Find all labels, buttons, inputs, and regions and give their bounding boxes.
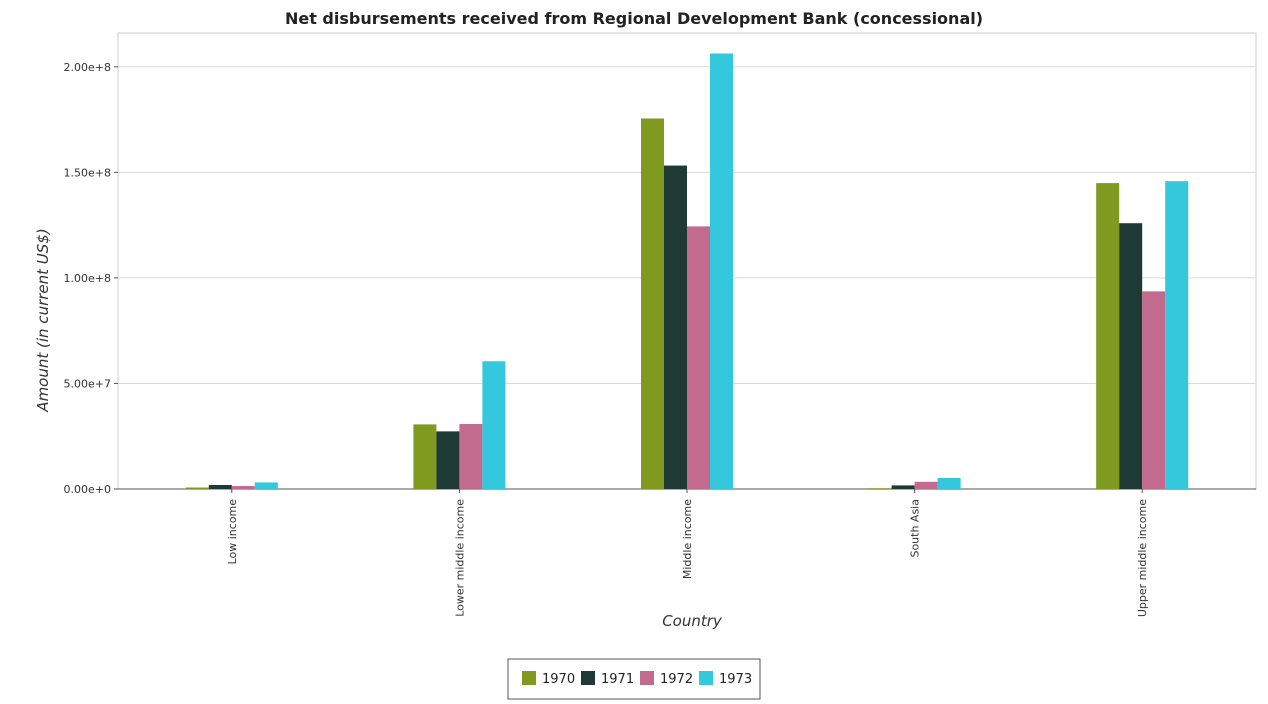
x-tick-label: Low income xyxy=(226,499,239,565)
bar-1973-3 xyxy=(938,478,961,489)
y-tick-label: 1.00e+8 xyxy=(64,272,111,285)
x-tick-label: Middle income xyxy=(681,499,694,579)
bar-1972-3 xyxy=(915,482,938,489)
bar-1972-1 xyxy=(459,424,482,489)
x-tick-label: South Asia xyxy=(909,499,922,558)
bar-1971-2 xyxy=(664,166,687,489)
legend-label-1972: 1972 xyxy=(660,672,693,687)
bar-1971-1 xyxy=(436,431,459,489)
bar-1973-1 xyxy=(482,361,505,489)
chart-title: Net disbursements received from Regional… xyxy=(285,9,983,28)
y-tick-label: 0.00e+0 xyxy=(64,483,111,496)
legend-swatch-1972 xyxy=(640,671,654,685)
legend-swatch-1970 xyxy=(522,671,536,685)
bar-1971-4 xyxy=(1119,223,1142,489)
bar-1971-3 xyxy=(892,485,915,489)
legend-swatch-1971 xyxy=(581,671,595,685)
legend: 1970 1971 1972 1973 xyxy=(508,659,760,699)
legend-swatch-1973 xyxy=(699,671,713,685)
bar-1970-0 xyxy=(186,488,209,489)
y-tick-label: 1.50e+8 xyxy=(64,166,111,179)
bar-1973-2 xyxy=(710,53,733,489)
bar-1972-2 xyxy=(687,226,710,489)
bar-1970-1 xyxy=(413,424,436,489)
bar-1971-0 xyxy=(209,485,232,489)
bar-1970-4 xyxy=(1096,183,1119,489)
y-tick-label: 5.00e+7 xyxy=(64,377,111,390)
bar-1973-0 xyxy=(255,482,278,489)
legend-label-1970: 1970 xyxy=(542,672,575,687)
bar-1973-4 xyxy=(1165,181,1188,489)
bar-1972-0 xyxy=(232,486,255,489)
bar-1970-3 xyxy=(869,488,892,489)
y-tick-label: 2.00e+8 xyxy=(64,61,111,74)
bar-1970-2 xyxy=(641,119,664,490)
x-tick-label: Lower middle income xyxy=(453,499,466,617)
legend-label-1971: 1971 xyxy=(601,672,634,687)
bar-1972-4 xyxy=(1142,291,1165,489)
x-tick-label: Upper middle income xyxy=(1136,499,1149,617)
y-axis-ticks: 0.00e+0 5.00e+7 1.00e+8 1.50e+8 2.00e+8 xyxy=(64,61,118,496)
y-axis-label: Amount (in current US$) xyxy=(34,228,52,412)
legend-label-1973: 1973 xyxy=(719,672,752,687)
bars xyxy=(186,53,1188,489)
x-axis-label: Country xyxy=(662,612,723,630)
x-axis-ticks: Low income Lower middle income Middle inco… xyxy=(226,489,1149,617)
